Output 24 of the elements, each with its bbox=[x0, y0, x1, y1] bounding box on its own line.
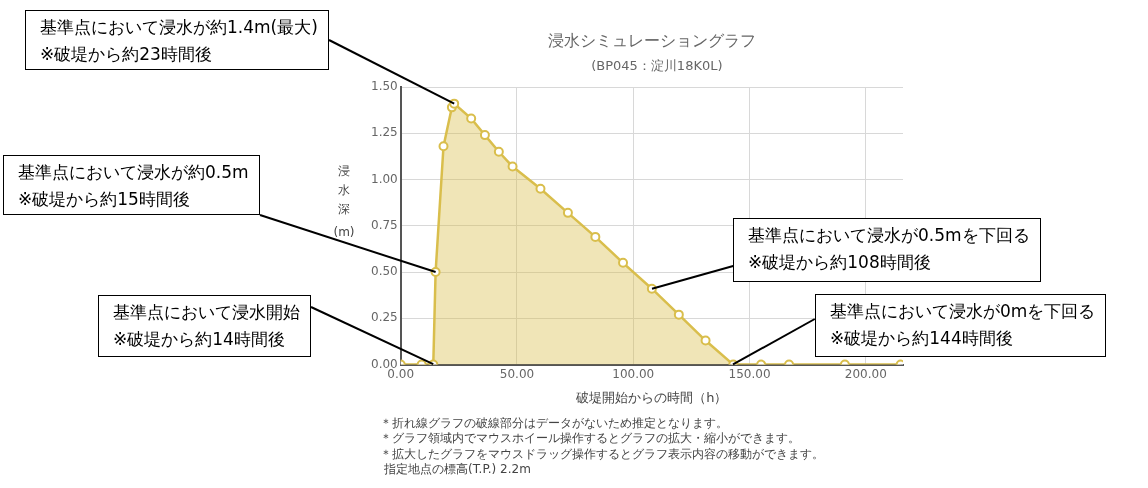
text: ＊拡大したグラフをマウスドラッグ操作するとグラフ表示内容の移動ができます。 bbox=[380, 446, 824, 461]
callout-box: 基準点において浸水が0.5mを下回る ※破堤から約108時間後 bbox=[733, 218, 1041, 282]
x-tick-label: 100.00 bbox=[612, 366, 655, 381]
y-tick-label: 1.25 bbox=[371, 125, 398, 140]
x-tick-label: 200.00 bbox=[844, 366, 887, 381]
y-tick-label: 0.75 bbox=[371, 217, 398, 232]
y-tick-label: 0.25 bbox=[371, 310, 398, 325]
callout-box: 基準点において浸水開始 ※破堤から約14時間後 bbox=[98, 295, 311, 357]
text: ＊グラフ領域内でマウスホイール操作するとグラフの拡大・縮小ができます。 bbox=[380, 431, 800, 446]
callout-box: 基準点において浸水が約1.4m(最大) ※破堤から約23時間後 bbox=[25, 10, 329, 70]
text: ＊折れ線グラフの破線部分はデータがないため推定となります。 bbox=[380, 415, 728, 430]
y-axis-title: 浸水深(m) bbox=[333, 164, 355, 240]
chart-title: 浸水シミュレーショングラフ bbox=[547, 31, 756, 51]
chart-subtitle: (BP045：淀川18K0L) bbox=[591, 58, 723, 74]
y-tick-label: 1.00 bbox=[371, 171, 398, 186]
x-axis-title: 破堤開始からの時間（h） bbox=[575, 389, 728, 405]
x-tick-label: 50.00 bbox=[499, 366, 535, 381]
x-tick-label: 0.00 bbox=[387, 366, 415, 381]
callout-box: 基準点において浸水が約0.5m ※破堤から約15時間後 bbox=[3, 155, 260, 215]
text: 指定地点の標高(T.P.) 2.2m bbox=[383, 462, 531, 477]
x-tick-label: 150.00 bbox=[728, 366, 771, 381]
callout-box: 基準点において浸水が0mを下回る ※破堤から約144時間後 bbox=[815, 294, 1107, 357]
y-tick-label: 1.50 bbox=[371, 79, 398, 94]
y-tick-label: 0.50 bbox=[371, 264, 398, 279]
